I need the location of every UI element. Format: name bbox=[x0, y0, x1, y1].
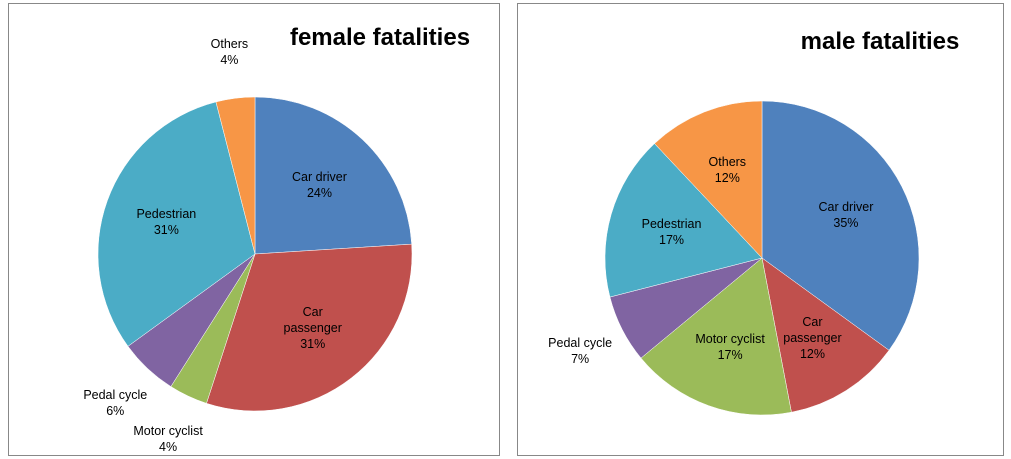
value-label: 12% bbox=[714, 171, 740, 186]
category: Car passenger bbox=[783, 314, 842, 345]
category: Pedal cycle bbox=[548, 335, 613, 350]
pie-slice bbox=[215, 96, 256, 255]
category: Pedal cycle bbox=[83, 387, 148, 402]
category: Car driver bbox=[818, 200, 874, 215]
category: Car passenger bbox=[283, 305, 342, 336]
value-label: 17% bbox=[659, 232, 685, 247]
category: Others bbox=[708, 155, 747, 170]
slice-label: Pedestrian 17% bbox=[636, 216, 708, 248]
slice-label: Car passenger 31% bbox=[277, 304, 349, 352]
pie-slice bbox=[761, 257, 890, 413]
category: Motor cyclist bbox=[133, 423, 203, 438]
value-label: 7% bbox=[571, 351, 590, 366]
category: Others bbox=[210, 36, 249, 51]
slice-label: Motor cyclist 4% bbox=[132, 423, 204, 455]
slice-label: Pedal cycle 6% bbox=[79, 387, 151, 419]
pie-slice bbox=[761, 100, 920, 351]
value-label: 31% bbox=[300, 337, 326, 352]
category: Pedestrian bbox=[641, 216, 702, 231]
pie-slice bbox=[654, 100, 763, 259]
category: Motor cyclist bbox=[695, 331, 765, 346]
chart-title: male fatalities bbox=[800, 28, 960, 55]
category: Pedestrian bbox=[136, 207, 197, 222]
slice-label: Car driver 24% bbox=[283, 169, 355, 201]
slice-label: Motor cyclist 17% bbox=[694, 331, 766, 363]
pie-slice bbox=[254, 96, 412, 255]
value-label: 4% bbox=[159, 439, 178, 454]
category: Car driver bbox=[292, 170, 347, 185]
pie-slice bbox=[206, 243, 413, 412]
value-label: 31% bbox=[153, 223, 179, 238]
slice-label: Car passenger 12% bbox=[776, 314, 848, 362]
pie-slice bbox=[640, 257, 792, 416]
slice-label: Pedestrian 31% bbox=[130, 206, 202, 238]
value-label: 6% bbox=[106, 403, 125, 418]
value-label: 35% bbox=[833, 216, 859, 231]
chart-title: female fatalities bbox=[289, 24, 471, 51]
pie-slice bbox=[604, 143, 763, 298]
slice-label: Car driver 35% bbox=[810, 199, 882, 231]
value-label: 4% bbox=[220, 52, 239, 67]
value-label: 12% bbox=[799, 346, 825, 361]
slice-label: Pedal cycle 7% bbox=[544, 335, 616, 367]
value-label: 24% bbox=[306, 186, 332, 201]
value-label: 17% bbox=[717, 347, 743, 362]
pie-slice bbox=[97, 101, 256, 347]
slice-label: Others 4% bbox=[193, 36, 265, 68]
slice-label: Others 12% bbox=[691, 154, 763, 186]
